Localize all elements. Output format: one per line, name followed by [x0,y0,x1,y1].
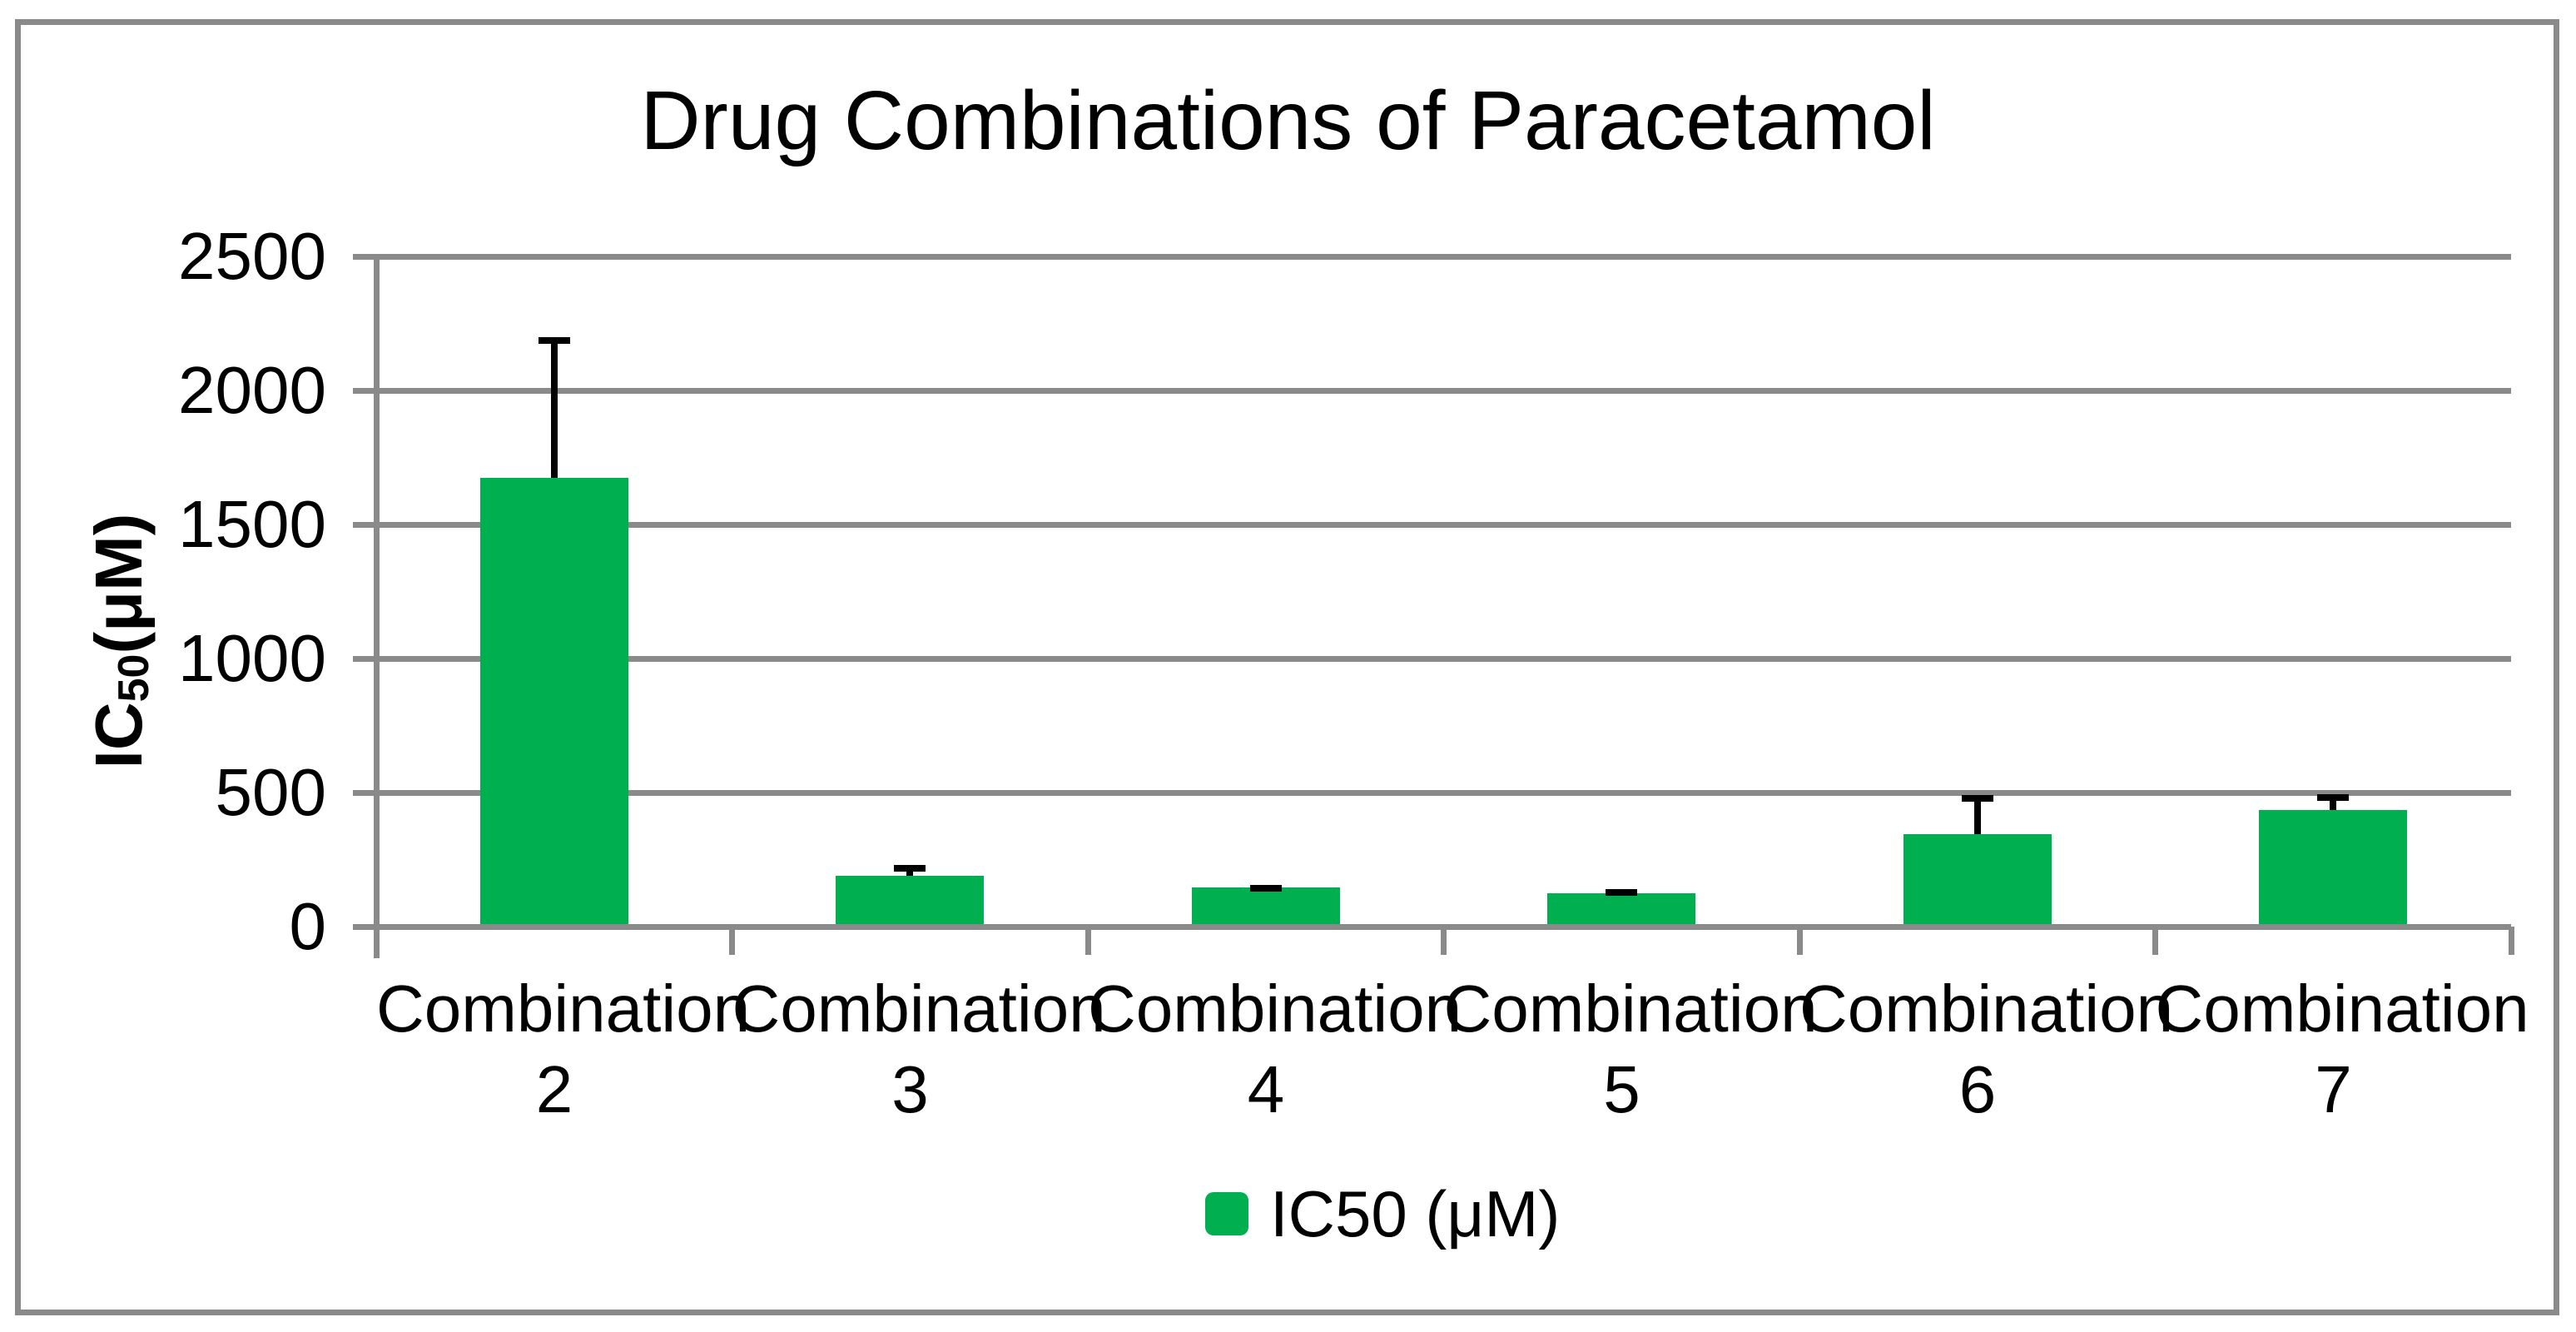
x-axis-tick [1085,927,1091,955]
x-axis-tick [2152,927,2158,955]
y-tick-label: 1500 [178,487,326,561]
legend-marker [1205,1192,1248,1235]
x-category-label: Combination 3 [732,968,1106,1130]
legend: IC50 (μM) [1205,1180,1560,1247]
x-category-label-line2: 3 [891,1052,929,1126]
error-bar-cap [1249,885,1282,892]
chart-border-frame [15,19,2559,1315]
chart-title: Drug Combinations of Paracetamol [640,74,1936,167]
error-bar-whisker [1973,795,1981,834]
x-category-label: Combination 4 [1088,968,1462,1130]
y-axis-line [373,253,380,958]
bar [1191,887,1340,927]
x-axis-tick [1441,927,1447,955]
x-axis-tick [373,927,380,955]
x-category-label-line2: 5 [1603,1052,1640,1126]
gridline [376,253,2511,260]
x-category-label-line1: Combination [1799,972,2174,1046]
x-axis-tick [1796,927,1803,955]
y-tick-label: 1000 [178,621,326,695]
x-category-label-line1: Combination [1088,972,1462,1046]
error-bar-whisker [2330,793,2337,810]
y-axis-tick [353,655,376,662]
error-bar-cap [894,864,926,872]
x-category-label: Combination 5 [1443,968,1818,1130]
bar [1903,833,2052,927]
y-tick-label: 500 [215,755,326,829]
x-category-label-line1: Combination [376,972,751,1046]
y-tick-label: 0 [289,889,327,963]
x-category-label: Combination 2 [376,968,751,1130]
bar [836,875,985,927]
x-axis-tick [2508,927,2514,955]
error-bar-whisker [550,336,558,478]
y-axis-tick [353,253,376,260]
x-category-label: Combination 7 [2155,968,2529,1130]
gridline [376,655,2511,662]
x-category-label: Combination 6 [1799,968,2174,1130]
y-axis-tick [353,789,376,796]
error-bar-cap [538,336,570,344]
gridline [376,789,2511,796]
gridline [376,387,2511,394]
error-bar-cap [1961,795,1993,803]
y-axis-tick [353,521,376,528]
x-category-label-line1: Combination [1443,972,1818,1046]
x-category-label-line1: Combination [732,972,1106,1046]
error-bar-cap [1606,888,1638,896]
bar [479,477,628,927]
x-category-label-line2: 7 [2315,1052,2352,1126]
x-category-label-line1: Combination [2155,972,2529,1046]
gridline [376,521,2511,528]
bar [1547,892,1696,927]
x-category-label-line2: 2 [535,1052,573,1126]
y-tick-label: 2000 [178,353,326,427]
x-category-label-line2: 4 [1247,1052,1285,1126]
bar [2259,809,2408,927]
legend-label: IC50 (μM) [1270,1177,1561,1250]
error-bar-cap [2317,793,2350,801]
y-axis-tick [353,923,376,930]
x-category-label-line2: 6 [1958,1052,1997,1126]
y-tick-label: 2500 [178,219,326,293]
x-axis-tick [729,927,735,955]
y-axis-tick [353,387,376,394]
